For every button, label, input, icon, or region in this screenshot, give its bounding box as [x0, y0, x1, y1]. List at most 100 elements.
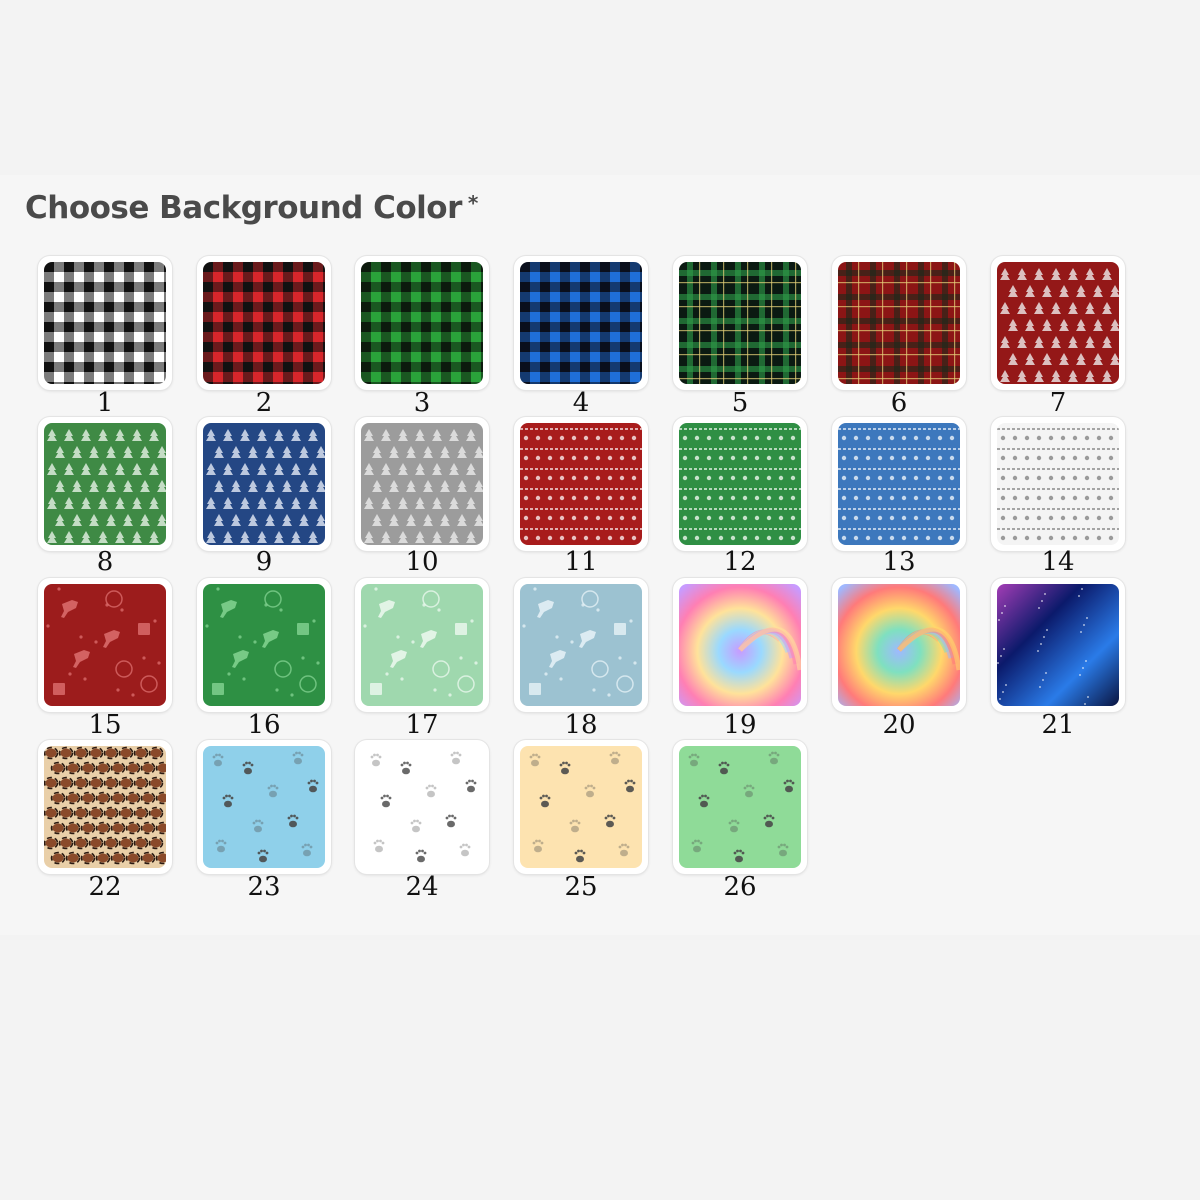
swatch-pattern-image [203, 262, 325, 384]
section-title-text: Choose Background Color [25, 190, 462, 226]
swatch-number: 13 [882, 547, 916, 577]
swatch-number: 14 [1041, 547, 1075, 577]
swatch-pattern-image [997, 584, 1119, 706]
swatch-pattern-image [838, 584, 960, 706]
swatch-pattern-paws [679, 746, 801, 868]
swatch-pattern-tartan [679, 262, 801, 384]
swatch-option[interactable] [38, 740, 172, 874]
swatch-option[interactable] [355, 417, 489, 551]
swatch-option[interactable] [38, 578, 172, 712]
swatch-option[interactable] [832, 417, 966, 551]
swatch-pattern-gingham [361, 262, 483, 384]
swatch-option[interactable] [355, 578, 489, 712]
swatch-number: 21 [1041, 710, 1075, 740]
swatch-pattern-gingham [520, 262, 642, 384]
swatch-number: 11 [564, 547, 598, 577]
swatch-number: 24 [405, 872, 439, 902]
swatch-number: 4 [572, 388, 590, 418]
swatch-option[interactable] [673, 417, 807, 551]
swatch-pattern-paws [361, 746, 483, 868]
swatch-option[interactable] [514, 417, 648, 551]
swatch-pattern-sweater [520, 423, 642, 545]
swatch-number: 26 [723, 872, 757, 902]
swatch-pattern-image [679, 423, 801, 545]
swatch-pattern-paws [520, 746, 642, 868]
swatch-pattern-gingham [203, 262, 325, 384]
swatch-pattern-image [679, 746, 801, 868]
swatch-pattern-image [520, 584, 642, 706]
swatch-pattern-image [44, 262, 166, 384]
swatch-number: 1 [96, 388, 114, 418]
swatch-pattern-image [44, 746, 166, 868]
swatch-pattern-image [997, 423, 1119, 545]
required-mark: * [467, 191, 478, 215]
swatch-option[interactable] [355, 256, 489, 390]
swatch-option[interactable] [38, 417, 172, 551]
swatch-pattern-reindeer [361, 584, 483, 706]
swatch-option[interactable] [514, 740, 648, 874]
swatch-option[interactable] [673, 578, 807, 712]
swatch-pattern-image [520, 262, 642, 384]
swatch-option[interactable] [355, 740, 489, 874]
swatch-pattern-image [361, 262, 483, 384]
swatch-option[interactable] [197, 740, 331, 874]
swatch-pattern-image [520, 746, 642, 868]
swatch-number: 2 [255, 388, 273, 418]
swatch-pattern-image [361, 423, 483, 545]
swatch-option[interactable] [197, 578, 331, 712]
swatch-number: 8 [96, 547, 114, 577]
swatch-option[interactable] [991, 256, 1125, 390]
swatch-number: 10 [405, 547, 439, 577]
swatch-pattern-image [361, 746, 483, 868]
swatch-number: 7 [1049, 388, 1067, 418]
swatch-number: 9 [255, 547, 273, 577]
swatch-number: 15 [88, 710, 122, 740]
swatch-pattern-image [679, 584, 801, 706]
swatch-pattern-reindeer [44, 584, 166, 706]
swatch-option[interactable] [673, 256, 807, 390]
swatch-pattern-image [997, 262, 1119, 384]
swatch-pattern-gingham [44, 262, 166, 384]
swatch-number: 20 [882, 710, 916, 740]
swatch-pattern-trees [44, 423, 166, 545]
swatch-number: 25 [564, 872, 598, 902]
swatch-pattern-sweater [838, 423, 960, 545]
swatch-pattern-image [838, 423, 960, 545]
swatch-option[interactable] [832, 256, 966, 390]
swatch-pattern-image [203, 423, 325, 545]
swatch-pattern-trees [361, 423, 483, 545]
section-title: Choose Background Color * [25, 190, 478, 226]
swatch-option[interactable] [197, 417, 331, 551]
swatch-option[interactable] [38, 256, 172, 390]
swatch-option[interactable] [991, 578, 1125, 712]
swatch-option[interactable] [673, 740, 807, 874]
swatch-number: 12 [723, 547, 757, 577]
swatch-pattern-reindeer [203, 584, 325, 706]
swatch-pattern-paws [203, 746, 325, 868]
swatch-number: 3 [413, 388, 431, 418]
swatch-pattern-galaxy [997, 584, 1119, 706]
swatch-option[interactable] [832, 578, 966, 712]
swatch-pattern-reindeer [520, 584, 642, 706]
swatch-pattern-image [520, 423, 642, 545]
swatch-pattern-tartan [838, 262, 960, 384]
swatch-number: 23 [247, 872, 281, 902]
swatch-pattern-image [679, 262, 801, 384]
swatch-pattern-image [44, 423, 166, 545]
swatch-pattern-sweater [997, 423, 1119, 545]
swatch-pattern-trees [203, 423, 325, 545]
swatch-option[interactable] [514, 256, 648, 390]
swatch-option[interactable] [991, 417, 1125, 551]
swatch-pattern-sweater [679, 423, 801, 545]
swatch-pattern-image [44, 584, 166, 706]
swatch-pattern-image [361, 584, 483, 706]
swatch-option[interactable] [514, 578, 648, 712]
swatch-number: 5 [731, 388, 749, 418]
swatch-pattern-trees [997, 262, 1119, 384]
swatch-number: 19 [723, 710, 757, 740]
swatch-pattern-image [203, 746, 325, 868]
swatch-pattern-image [203, 584, 325, 706]
swatch-number: 17 [405, 710, 439, 740]
swatch-pattern-leopard [44, 746, 166, 868]
swatch-option[interactable] [197, 256, 331, 390]
